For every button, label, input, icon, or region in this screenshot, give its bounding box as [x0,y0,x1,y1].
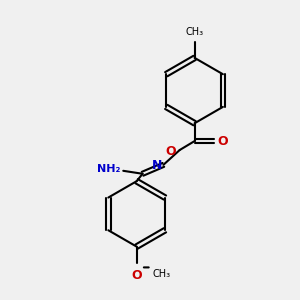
Text: O: O [218,135,228,148]
Text: CH₃: CH₃ [153,269,171,279]
Text: O: O [166,145,176,158]
Text: N: N [152,159,162,172]
Text: CH₃: CH₃ [185,27,204,37]
Text: NH₂: NH₂ [97,164,120,174]
Text: O: O [131,269,142,282]
